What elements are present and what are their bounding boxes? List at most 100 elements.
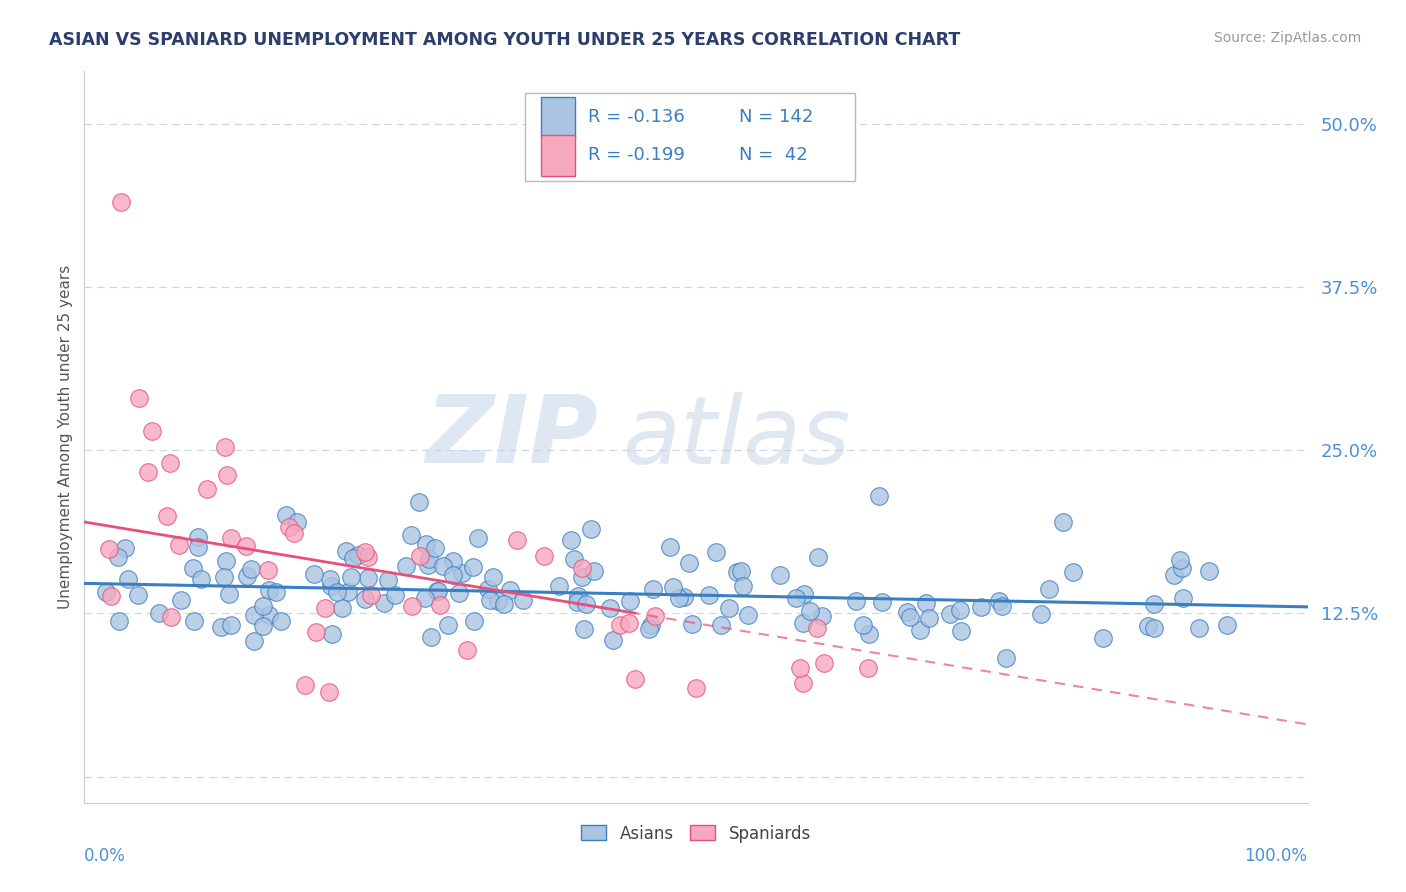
Point — [1171, 561, 1194, 575]
Point — [697, 588, 720, 602]
Point — [357, 571, 380, 585]
Point — [318, 572, 340, 586]
Point — [602, 633, 624, 648]
Point — [94, 585, 117, 599]
Point — [373, 596, 395, 610]
Point — [789, 661, 811, 675]
Point — [108, 614, 131, 628]
Point — [710, 618, 733, 632]
Point — [330, 601, 353, 615]
Point — [456, 643, 478, 657]
Point — [399, 528, 422, 542]
Point — [799, 604, 821, 618]
Point — [183, 614, 205, 628]
Text: R = -0.199: R = -0.199 — [588, 146, 685, 164]
Text: Source: ZipAtlas.com: Source: ZipAtlas.com — [1213, 31, 1361, 45]
Point — [270, 615, 292, 629]
Point — [785, 591, 807, 606]
Point — [148, 606, 170, 620]
Point — [287, 515, 309, 529]
Point — [252, 599, 274, 613]
Point — [360, 588, 382, 602]
Point — [479, 592, 502, 607]
Point — [733, 578, 755, 592]
FancyBboxPatch shape — [541, 136, 575, 176]
Point — [672, 590, 695, 604]
Point — [441, 554, 464, 568]
Point — [870, 595, 893, 609]
Point — [619, 593, 641, 607]
Point — [908, 623, 931, 637]
Point — [562, 552, 585, 566]
Text: 100.0%: 100.0% — [1244, 847, 1308, 864]
Point — [425, 541, 447, 555]
Point — [353, 545, 375, 559]
Point — [215, 467, 238, 482]
Point — [1142, 621, 1164, 635]
Point — [97, 541, 120, 556]
Point — [609, 618, 631, 632]
Point — [266, 584, 288, 599]
Text: atlas: atlas — [623, 392, 851, 483]
Point — [215, 554, 238, 568]
Point — [294, 678, 316, 692]
Point — [187, 530, 209, 544]
Point — [987, 594, 1010, 608]
Point — [869, 489, 891, 503]
Point — [218, 586, 240, 600]
Point — [704, 545, 727, 559]
Point — [437, 618, 460, 632]
Point — [533, 549, 555, 564]
Point — [450, 566, 472, 580]
Point — [792, 615, 814, 630]
Point — [1052, 515, 1074, 529]
Point — [159, 456, 181, 470]
Point — [990, 599, 1012, 614]
Point — [852, 618, 875, 632]
Point — [737, 608, 759, 623]
Y-axis label: Unemployment Among Youth under 25 years: Unemployment Among Youth under 25 years — [58, 265, 73, 609]
Point — [429, 598, 451, 612]
Point — [681, 617, 703, 632]
Point — [567, 589, 589, 603]
Point — [160, 610, 183, 624]
Point — [219, 531, 242, 545]
Point — [1198, 564, 1220, 578]
Point — [136, 465, 159, 479]
Point — [415, 537, 437, 551]
Point — [948, 603, 970, 617]
Point — [257, 607, 280, 622]
Point — [418, 558, 440, 572]
Point — [506, 533, 529, 547]
Point — [321, 627, 343, 641]
Point — [326, 584, 349, 599]
Point — [413, 591, 436, 605]
Point — [918, 611, 941, 625]
Point — [844, 594, 866, 608]
Point — [318, 685, 340, 699]
Point — [624, 672, 647, 686]
Point — [141, 424, 163, 438]
Point — [1171, 591, 1194, 605]
Point — [499, 582, 522, 597]
Point — [582, 564, 605, 578]
Point — [243, 633, 266, 648]
Point — [994, 651, 1017, 665]
Point — [441, 568, 464, 582]
Text: N = 142: N = 142 — [738, 109, 813, 127]
Point — [1137, 619, 1160, 633]
Point — [354, 592, 377, 607]
Point — [1143, 598, 1166, 612]
Point — [792, 676, 814, 690]
Point — [571, 560, 593, 574]
Point — [235, 539, 257, 553]
Point — [678, 556, 700, 570]
Point — [240, 562, 263, 576]
Point — [1031, 607, 1053, 621]
Point — [335, 544, 357, 558]
Point — [447, 586, 470, 600]
Point — [1163, 568, 1185, 582]
Point — [581, 522, 603, 536]
Point — [644, 608, 666, 623]
FancyBboxPatch shape — [541, 97, 575, 137]
